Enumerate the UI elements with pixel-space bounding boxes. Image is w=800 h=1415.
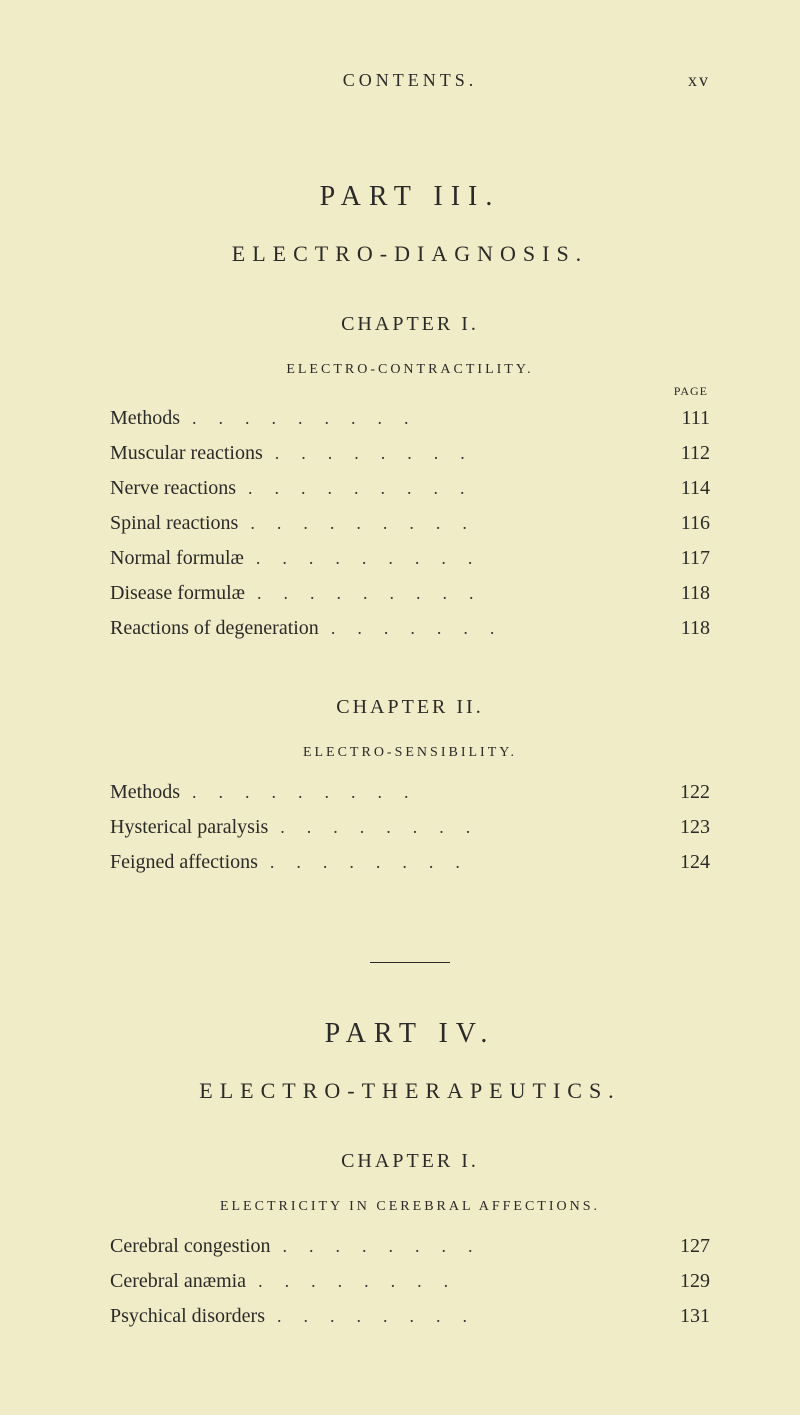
- chapter-subhead: ELECTRO-SENSIBILITY.: [110, 745, 710, 761]
- toc-line: Normal formulæ ......... 117: [110, 541, 710, 576]
- toc-label: Disease formulæ: [110, 576, 251, 611]
- dot-leader: ........: [274, 812, 656, 844]
- toc-line: Methods ......... 111: [110, 401, 710, 436]
- toc-page: 117: [656, 541, 710, 576]
- chapter-title: CHAPTER II.: [110, 696, 710, 719]
- toc-page: 112: [656, 436, 710, 471]
- toc-label: Reactions of degeneration: [110, 611, 325, 646]
- toc-page: 124: [656, 845, 710, 880]
- toc-label: Cerebral anæmia: [110, 1264, 252, 1299]
- chapter-title: CHAPTER I.: [110, 313, 710, 336]
- running-head: CONTENTS. xv: [110, 70, 710, 91]
- part-title: PART IV.: [110, 1018, 710, 1050]
- toc-line: Psychical disorders ........ 131: [110, 1299, 710, 1334]
- toc-line: Hysterical paralysis ........ 123: [110, 810, 710, 845]
- dot-leader: ........: [271, 1301, 656, 1333]
- toc-line: Spinal reactions ......... 116: [110, 506, 710, 541]
- part-title: PART III.: [110, 181, 710, 213]
- dot-leader: ........: [269, 438, 656, 470]
- toc-page: 114: [656, 471, 710, 506]
- toc-line: Feigned affections ........ 124: [110, 845, 710, 880]
- toc-block: Methods ......... 111 Muscular reactions…: [110, 401, 710, 646]
- page-label: PAGE: [110, 384, 710, 399]
- toc-line: Cerebral anæmia ........ 129: [110, 1264, 710, 1299]
- toc-label: Psychical disorders: [110, 1299, 271, 1334]
- toc-label: Nerve reactions: [110, 471, 242, 506]
- toc-label: Feigned affections: [110, 845, 264, 880]
- toc-label: Methods: [110, 401, 186, 436]
- toc-page: 122: [656, 775, 710, 810]
- section-title: ELECTRO-THERAPEUTICS.: [110, 1078, 710, 1104]
- toc-label: Normal formulæ: [110, 541, 250, 576]
- toc-page: 129: [656, 1264, 710, 1299]
- toc-page: 118: [656, 611, 710, 646]
- toc-page: 127: [656, 1229, 710, 1264]
- toc-line: Disease formulæ ......... 118: [110, 576, 710, 611]
- toc-label: Muscular reactions: [110, 436, 269, 471]
- toc-page: 111: [656, 401, 710, 436]
- dot-leader: .........: [186, 403, 656, 435]
- toc-block: Methods ......... 122 Hysterical paralys…: [110, 775, 710, 880]
- dot-leader: ........: [277, 1231, 657, 1263]
- toc-line: Nerve reactions ......... 114: [110, 471, 710, 506]
- running-head-folio: xv: [650, 70, 710, 91]
- chapter-subhead: ELECTRICITY IN CEREBRAL AFFECTIONS.: [110, 1199, 710, 1215]
- toc-block: Cerebral congestion ........ 127 Cerebra…: [110, 1229, 710, 1334]
- toc-line: Methods ......... 122: [110, 775, 710, 810]
- toc-page: 123: [656, 810, 710, 845]
- running-head-title: CONTENTS.: [110, 70, 650, 91]
- dot-leader: .........: [186, 777, 656, 809]
- dot-leader: .........: [242, 473, 656, 505]
- toc-label: Methods: [110, 775, 186, 810]
- toc-line: Reactions of degeneration ....... 118: [110, 611, 710, 646]
- dot-leader: .......: [325, 613, 656, 645]
- dot-leader: .........: [250, 543, 656, 575]
- dot-leader: .........: [251, 578, 656, 610]
- dot-leader: ........: [252, 1266, 656, 1298]
- dot-leader: .........: [244, 508, 656, 540]
- toc-label: Hysterical paralysis: [110, 810, 274, 845]
- toc-line: Cerebral congestion ........ 127: [110, 1229, 710, 1264]
- toc-label: Spinal reactions: [110, 506, 244, 541]
- section-title: ELECTRO-DIAGNOSIS.: [110, 241, 710, 267]
- toc-page: 116: [656, 506, 710, 541]
- toc-page: 118: [656, 576, 710, 611]
- chapter-title: CHAPTER I.: [110, 1150, 710, 1173]
- toc-page: 131: [656, 1299, 710, 1334]
- dot-leader: ........: [264, 847, 656, 879]
- toc-line: Muscular reactions ........ 112: [110, 436, 710, 471]
- divider-rule: [110, 950, 710, 968]
- chapter-subhead: ELECTRO-CONTRACTILITY.: [110, 362, 710, 378]
- toc-label: Cerebral congestion: [110, 1229, 277, 1264]
